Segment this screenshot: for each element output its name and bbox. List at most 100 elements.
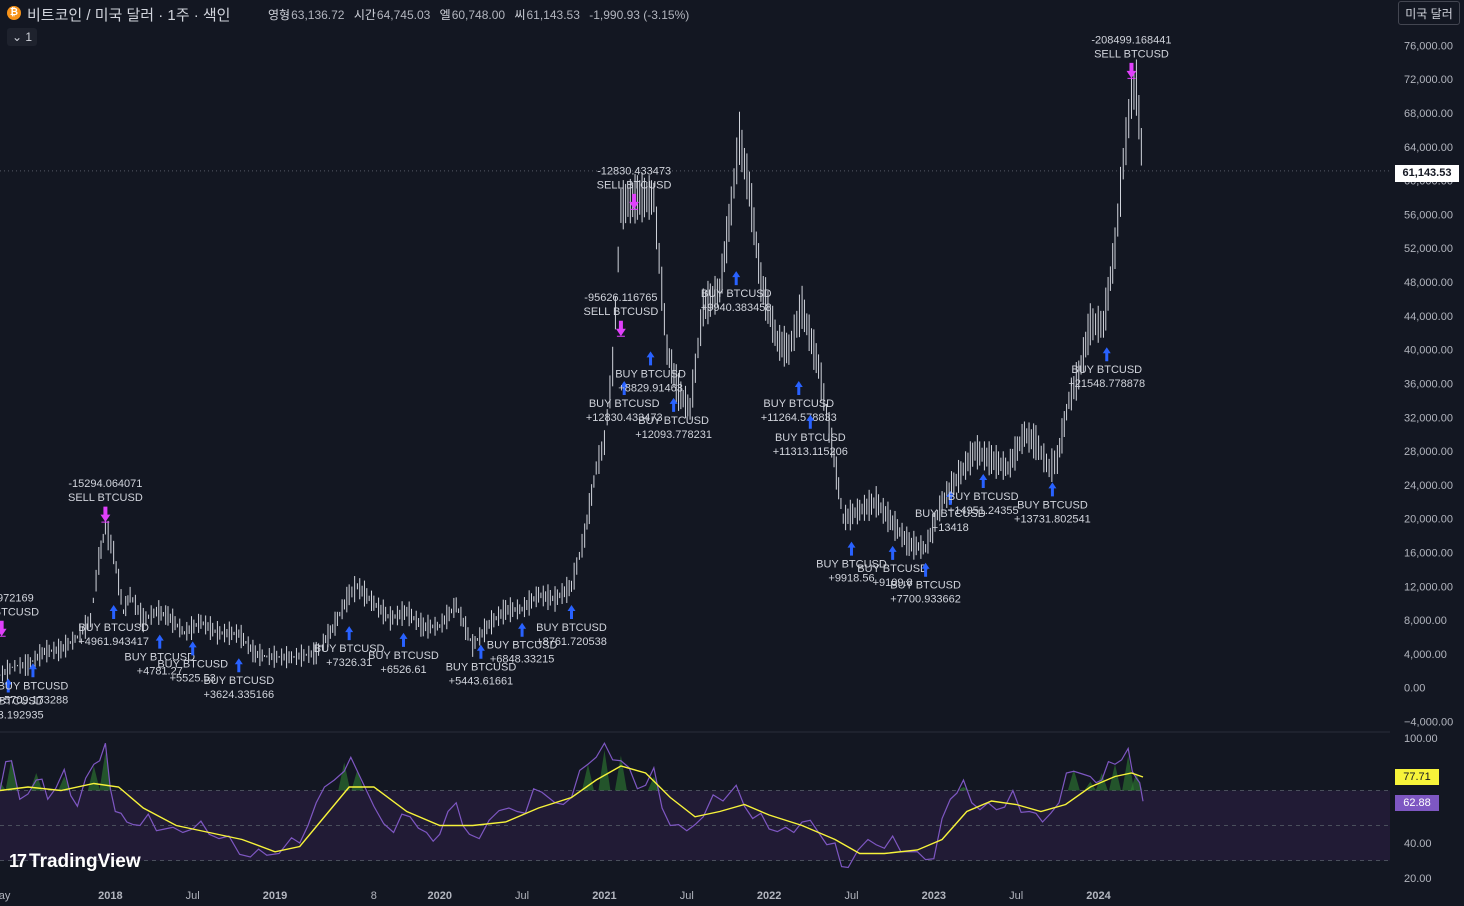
buy-signal-label: BUY BTCUSD — [157, 658, 228, 670]
buy-signal-label: BUY BTCUSD — [763, 398, 834, 410]
time-tick-label: 8 — [371, 890, 377, 902]
buy-signal-label: BUY BTCUSD — [890, 580, 961, 592]
buy-arrow-icon — [188, 641, 197, 656]
rsi-tick-label: 100.00 — [1404, 733, 1438, 745]
ohlc-readout: 영형63,136.72 시간64,745.03 엘60,748.00 씨61,1… — [268, 6, 689, 23]
buy-signal-label: BUY BTCUSD — [203, 675, 274, 687]
high-value: 64,745.03 — [376, 8, 431, 22]
buy-signal-label: BUY BTCUSD — [124, 652, 195, 664]
buy-arrow-icon — [28, 663, 37, 678]
overbought-fill — [1067, 769, 1080, 791]
time-tick-label: 2018 — [98, 890, 122, 902]
buy-arrow-icon — [109, 604, 118, 619]
symbol-title[interactable]: 비트코인 / 미국 달러 · 1주 · 색인 — [27, 7, 231, 24]
buy-arrow-icon — [732, 271, 741, 286]
sell-signal-value: -12830.433473 — [597, 165, 671, 177]
buy-signal-value: +9109.8 — [873, 577, 913, 589]
buy-arrow-icon — [620, 381, 629, 395]
buy-signal-value: +13418 — [932, 522, 969, 534]
sell-arrow-icon — [1126, 62, 1137, 79]
tradingview-logo[interactable]: 17 TradingView — [9, 851, 141, 873]
buy-arrow-icon — [979, 473, 988, 488]
overbought-fill — [58, 776, 71, 791]
close-value: 61,143.53 — [526, 8, 580, 22]
buy-signal-label: BUY BTCUSD — [487, 640, 558, 652]
buy-arrow-icon — [476, 644, 485, 659]
buy-arrow-icon — [345, 626, 354, 641]
time-tick-label: May — [0, 890, 11, 902]
price-tick-label: 72,000.00 — [1404, 74, 1453, 86]
high-key: 시간 — [353, 8, 376, 22]
buy-signal-value: +11313.115206 — [773, 446, 848, 458]
interval-button[interactable]: ⌄ 1 — [7, 28, 37, 46]
buy-signal-label: BUY BTCUSD — [816, 559, 887, 571]
rsi-ma-line — [0, 765, 1144, 855]
change-value: -1,990.93 (-3.15%) — [589, 8, 690, 22]
buy-arrow-icon — [646, 351, 655, 366]
buy-arrow-icon — [794, 381, 803, 395]
sell-signal-value: -15294.064071 — [68, 478, 142, 490]
buy-arrow-icon — [888, 545, 897, 560]
open-value: 63,136.72 — [291, 8, 345, 22]
current-price-label: 61,143.53 — [1395, 165, 1459, 182]
price-tick-label: 68,000.00 — [1404, 108, 1453, 120]
buy-signal-label: BUY BTCUSD — [638, 415, 709, 427]
buy-arrow-icon — [847, 541, 856, 556]
buy-signal-label: BUY BTCUSD — [1017, 499, 1088, 511]
overbought-fill — [598, 750, 611, 791]
price-series — [0, 59, 1142, 682]
buy-arrow-icon — [4, 678, 13, 693]
buy-signal-value: +6526.61 — [380, 664, 426, 676]
time-axis: May 2018 Jul 2019 8 2020 Jul 2021 Jul 2022 Jul 2023… — [0, 890, 1112, 902]
buy-signal-value: +5525.53 — [170, 672, 216, 684]
buy-arrow-icon — [806, 414, 815, 429]
price-tick-label: 36,000.00 — [1404, 378, 1453, 390]
buy-signal-label: BUY BTCUSD — [0, 696, 44, 708]
overbought-fill — [614, 755, 627, 791]
price-axis: 76,000.0072,000.0068,000.0064,000.0060,0… — [0, 40, 1453, 733]
buy-signal-value: +13731.802541 — [1014, 513, 1091, 525]
buy-signal-label: BUY BTCUSD — [948, 491, 1019, 503]
rsi-tick-label: 40.00 — [1404, 838, 1432, 850]
buy-arrow-icon — [1048, 482, 1057, 497]
buy-signal-label: BUY BTCUSD — [615, 368, 686, 380]
currency-button[interactable]: 미국 달러 — [1398, 1, 1460, 25]
buy-signal-value: +4781.27 — [137, 666, 183, 678]
time-tick-label: Jul — [186, 890, 200, 902]
price-tick-label: 28,000.00 — [1404, 446, 1453, 458]
buy-signal-value: +3624.335166 — [203, 689, 274, 701]
buy-signal-label: BUY BTCUSD — [314, 643, 385, 655]
price-tick-label: 52,000.00 — [1404, 243, 1453, 255]
overbought-fill — [647, 776, 660, 791]
buy-signal-label: BUY BTCUSD — [368, 650, 439, 662]
time-tick-label: 2020 — [427, 890, 451, 902]
overbought-fill — [87, 766, 100, 791]
buy-signal-value: +3343.192935 — [0, 710, 44, 722]
sell-signal-label: SELL BTCUSD — [68, 492, 143, 504]
low-value: 60,748.00 — [451, 8, 506, 22]
price-tick-label: 56,000.00 — [1404, 209, 1453, 221]
time-tick-label: 2021 — [592, 890, 616, 902]
price-tick-label: 12,000.00 — [1404, 581, 1453, 593]
price-tick-label: 44,000.00 — [1404, 311, 1453, 323]
buy-signal-value: +9940.383458 — [701, 302, 772, 314]
buy-signal-value: +12830.433473 — [586, 412, 663, 424]
buy-signal-value: +4961.943417 — [78, 636, 149, 648]
rsi-ma-value-label: 77.71 — [1395, 769, 1439, 785]
price-tick-label: 24,000.00 — [1404, 480, 1453, 492]
buy-signal-label: BUY BTCUSD — [857, 563, 928, 575]
buy-signal-label: BUY BTCUSD — [78, 622, 149, 634]
buy-signal-value: +5709.173288 — [0, 694, 68, 706]
buy-signal-value: +6848.33215 — [490, 654, 555, 666]
buy-signal-value: +14951.24355 — [948, 505, 1019, 517]
rsi-tick-label: 20.00 — [1404, 873, 1432, 885]
time-tick-label: Jul — [680, 890, 694, 902]
overbought-fill — [5, 759, 18, 791]
buy-arrow-icon — [669, 397, 678, 412]
price-tick-label: 0.00 — [1404, 683, 1425, 695]
time-tick-label: Jul — [844, 890, 858, 902]
overbought-fill — [1130, 773, 1143, 791]
rsi-band — [0, 790, 1390, 861]
sell-signal-label: SELL BTCUSD — [584, 306, 659, 318]
